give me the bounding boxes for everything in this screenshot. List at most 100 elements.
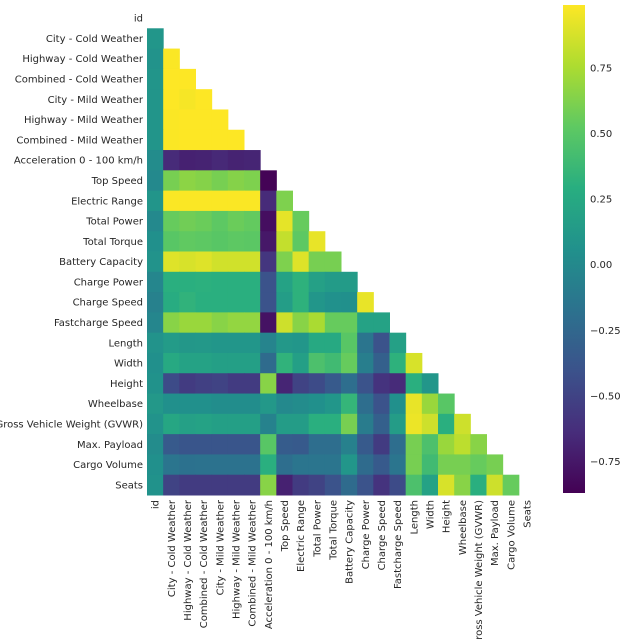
heatmap-cell: [324, 474, 342, 496]
heatmap-cell: [324, 271, 342, 293]
heatmap-cell: [179, 150, 196, 171]
heatmap-cell: [292, 231, 310, 252]
heatmap-cell: [324, 352, 342, 374]
heatmap-cell: [244, 150, 261, 171]
heatmap-cell: [276, 271, 293, 293]
heatmap-cell: [244, 170, 261, 192]
heatmap-cell: [227, 312, 245, 334]
heatmap-cell: [195, 89, 213, 110]
y-tick-label: Combined - Mild Weather: [16, 135, 143, 146]
heatmap-cell: [470, 434, 487, 455]
x-tick-label: Gross Vehicle Weight (GVWR): [474, 500, 485, 640]
heatmap-cell: [389, 332, 407, 354]
heatmap-cell: [324, 373, 342, 395]
heatmap-cell: [308, 271, 326, 293]
heatmap-cell: [470, 474, 487, 496]
heatmap-cell: [211, 170, 229, 192]
x-tick-label: Wheelbase: [458, 500, 469, 555]
heatmap-cell: [341, 332, 358, 354]
x-tick-label: Seats: [522, 500, 533, 528]
heatmap-cell: [324, 251, 342, 273]
colorbar-ticks: 0.75 0.50 0.25 0.00 −0.25 −0.50 −0.75: [590, 64, 621, 469]
heatmap-cell: [341, 474, 358, 496]
heatmap-cell: [179, 413, 196, 435]
y-tick-label: City - Mild Weather: [48, 95, 144, 106]
y-tick-label: Top Speed: [91, 176, 143, 187]
y-tick-label: Acceleration 0 - 100 km/h: [14, 156, 143, 167]
heatmap-cell: [163, 210, 180, 232]
heatmap-cell: [373, 454, 390, 476]
heatmap-cell: [211, 413, 229, 435]
y-tick-label: Cargo Volume: [73, 460, 143, 471]
heatmap-cell: [227, 413, 245, 435]
heatmap-cell: [292, 434, 310, 455]
colorbar-tick-label: 0.25: [590, 195, 612, 206]
heatmap-cell: [438, 454, 455, 476]
heatmap-cell: [292, 271, 310, 293]
heatmap-cell: [324, 413, 342, 435]
y-tick-label: Total Power: [85, 217, 144, 228]
heatmap-cell: [260, 251, 277, 273]
heatmap-cell: [454, 434, 471, 455]
heatmap-cell: [260, 170, 277, 192]
heatmap-cell: [179, 373, 196, 395]
heatmap-cell: [211, 129, 229, 151]
colorbar-tick-label: −0.50: [590, 391, 621, 402]
heatmap-cell: [324, 292, 342, 313]
heatmap-cell: [308, 312, 326, 334]
heatmap-cell: [260, 210, 277, 232]
heatmap-cell: [211, 312, 229, 334]
heatmap-cell: [244, 373, 261, 395]
heatmap-cell: [163, 231, 180, 252]
heatmap-cell: [179, 68, 196, 90]
heatmap-cell: [373, 312, 390, 334]
colorbar: [563, 5, 585, 493]
heatmap-cell: [357, 332, 374, 354]
heatmap-cell: [405, 373, 423, 395]
heatmap-cell: [179, 129, 196, 151]
heatmap-cell: [147, 474, 164, 496]
heatmap-cell: [227, 454, 245, 476]
heatmap-cell: [163, 48, 180, 70]
heatmap-cell: [163, 89, 180, 110]
heatmap-cell: [195, 109, 213, 131]
x-tick-label: Charge Speed: [377, 500, 388, 570]
heatmap-cell: [260, 393, 277, 415]
heatmap-cell: [147, 434, 164, 455]
heatmap-cell: [341, 312, 358, 334]
heatmap-cell: [373, 474, 390, 496]
heatmap-cell: [244, 210, 261, 232]
heatmap-cell: [308, 332, 326, 354]
heatmap-cell: [147, 251, 164, 273]
heatmap-cell: [276, 332, 293, 354]
heatmap-cell: [195, 251, 213, 273]
heatmap-cell: [373, 434, 390, 455]
heatmap-cell: [276, 474, 293, 496]
x-tick-label: id: [151, 500, 162, 509]
heatmap-cell: [147, 68, 164, 90]
heatmap-cell: [389, 393, 407, 415]
heatmap-cells: [147, 28, 520, 496]
colorbar-tick-label: 0.75: [590, 64, 612, 75]
heatmap-cell: [244, 312, 261, 334]
heatmap-cell: [147, 271, 164, 293]
y-tick-labels: id City - Cold Weather Highway - Cold Weat…: [0, 14, 144, 492]
y-tick-label: Highway - Cold Weather: [22, 54, 144, 65]
heatmap-cell: [324, 312, 342, 334]
heatmap-cell: [244, 251, 261, 273]
heatmap-cell: [276, 312, 293, 334]
heatmap-cell: [163, 190, 180, 212]
x-tick-label: Total Torque: [328, 500, 339, 561]
heatmap-cell: [244, 393, 261, 415]
heatmap-cell: [341, 271, 358, 293]
heatmap-cell: [195, 373, 213, 395]
heatmap-cell: [260, 231, 277, 252]
x-tick-label: Acceleration 0 - 100 km/h: [264, 500, 275, 629]
heatmap-cell: [163, 68, 180, 90]
heatmap-cell: [147, 48, 164, 70]
y-tick-label: Highway - Mild Weather: [24, 115, 144, 126]
heatmap-cell: [195, 312, 213, 334]
heatmap-cell: [260, 332, 277, 354]
heatmap-cell: [211, 150, 229, 171]
heatmap-cell: [260, 271, 277, 293]
